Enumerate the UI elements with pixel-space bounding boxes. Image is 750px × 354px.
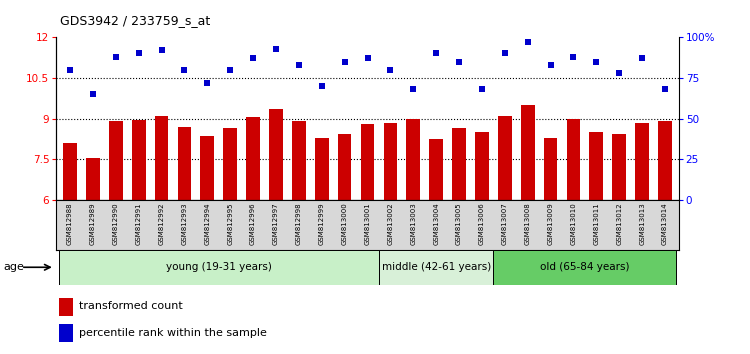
Point — [224, 67, 236, 73]
Text: GSM813007: GSM813007 — [502, 202, 508, 245]
Text: middle (42-61 years): middle (42-61 years) — [382, 262, 490, 272]
Bar — [269, 109, 283, 200]
Text: GSM813006: GSM813006 — [479, 202, 485, 245]
Text: percentile rank within the sample: percentile rank within the sample — [79, 328, 267, 338]
Point — [247, 56, 259, 61]
Text: GSM812996: GSM812996 — [250, 202, 256, 245]
Point — [385, 67, 397, 73]
Text: GSM812992: GSM812992 — [158, 202, 164, 245]
Text: young (19-31 years): young (19-31 years) — [166, 262, 272, 272]
Bar — [338, 133, 352, 200]
Bar — [566, 119, 580, 200]
Bar — [109, 121, 122, 200]
Bar — [86, 158, 100, 200]
Text: GSM812995: GSM812995 — [227, 202, 233, 245]
Text: GSM813004: GSM813004 — [433, 202, 439, 245]
Text: GSM812999: GSM812999 — [319, 202, 325, 245]
Bar — [613, 133, 626, 200]
Bar — [224, 128, 237, 200]
Text: GSM812991: GSM812991 — [136, 202, 142, 245]
Point — [453, 59, 465, 64]
Text: GSM812989: GSM812989 — [90, 202, 96, 245]
Text: transformed count: transformed count — [79, 301, 182, 311]
Bar — [63, 143, 76, 200]
Bar — [361, 124, 374, 200]
Point — [201, 80, 213, 86]
Bar — [58, 250, 379, 285]
Text: GSM813014: GSM813014 — [662, 202, 668, 245]
Point — [110, 54, 122, 59]
Point — [270, 46, 282, 51]
Bar — [315, 138, 328, 200]
Point — [659, 86, 671, 92]
Point — [155, 47, 167, 53]
Text: GSM813001: GSM813001 — [364, 202, 370, 245]
Point — [178, 67, 190, 73]
Text: GSM813011: GSM813011 — [593, 202, 599, 245]
Bar — [429, 139, 443, 200]
Text: GSM813009: GSM813009 — [548, 202, 554, 245]
Bar — [178, 127, 191, 200]
Point — [522, 39, 534, 45]
Text: age: age — [4, 262, 25, 272]
Point — [362, 56, 374, 61]
Point — [590, 59, 602, 64]
Point — [476, 86, 488, 92]
Point — [499, 51, 511, 56]
Point — [568, 54, 580, 59]
Bar — [292, 121, 306, 200]
Point — [87, 91, 99, 97]
Bar — [406, 119, 420, 200]
Bar — [494, 250, 676, 285]
Point — [407, 86, 419, 92]
Text: GDS3942 / 233759_s_at: GDS3942 / 233759_s_at — [60, 14, 210, 27]
Text: GSM812990: GSM812990 — [112, 202, 118, 245]
Text: GSM813003: GSM813003 — [410, 202, 416, 245]
Text: GSM813008: GSM813008 — [525, 202, 531, 245]
Point — [430, 51, 442, 56]
Text: old (65-84 years): old (65-84 years) — [540, 262, 630, 272]
Text: GSM813005: GSM813005 — [456, 202, 462, 245]
Text: GSM813000: GSM813000 — [341, 202, 347, 245]
Text: GSM812988: GSM812988 — [67, 202, 73, 245]
Point — [338, 59, 350, 64]
Bar — [635, 123, 649, 200]
Point — [636, 56, 648, 61]
Text: GSM812997: GSM812997 — [273, 202, 279, 245]
Text: GSM813002: GSM813002 — [388, 202, 394, 245]
Bar — [590, 132, 603, 200]
Bar — [498, 116, 512, 200]
Text: GSM813010: GSM813010 — [571, 202, 577, 245]
Bar — [246, 117, 260, 200]
Bar — [452, 128, 466, 200]
Text: GSM813013: GSM813013 — [639, 202, 645, 245]
Point — [64, 67, 76, 73]
Text: GSM813012: GSM813012 — [616, 202, 622, 245]
Bar — [520, 105, 535, 200]
Bar — [383, 123, 398, 200]
Bar — [59, 298, 73, 316]
Bar — [59, 324, 73, 342]
Bar — [475, 132, 489, 200]
Bar — [200, 136, 214, 200]
Point — [544, 62, 556, 68]
Point — [133, 51, 145, 56]
Bar — [379, 250, 494, 285]
Bar — [544, 138, 557, 200]
Point — [614, 70, 626, 76]
Point — [292, 62, 304, 68]
Text: GSM812993: GSM812993 — [182, 202, 188, 245]
Bar — [658, 121, 672, 200]
Text: GSM812998: GSM812998 — [296, 202, 302, 245]
Text: GSM812994: GSM812994 — [204, 202, 210, 245]
Bar — [132, 120, 146, 200]
Bar — [154, 116, 169, 200]
Point — [316, 83, 328, 89]
